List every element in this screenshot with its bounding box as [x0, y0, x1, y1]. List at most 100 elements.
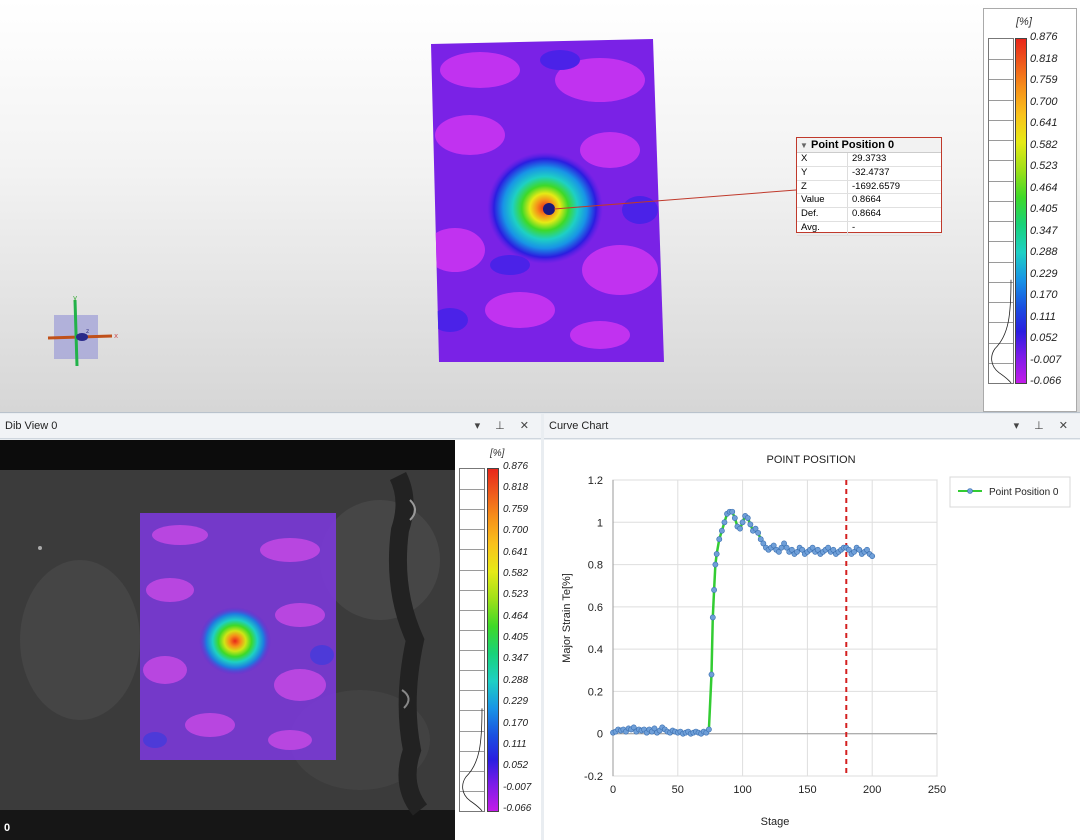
histogram-cell [460, 790, 484, 792]
series-point [770, 542, 777, 549]
color-gradient-dib [487, 468, 499, 812]
histogram-cell [460, 670, 484, 672]
y-tick-label: -0.2 [584, 771, 603, 783]
series-point [651, 725, 658, 732]
histogram-cell [989, 302, 1013, 304]
scale-tick-label: 0.464 [503, 610, 529, 622]
scale-tick-label: 0.759 [503, 503, 529, 515]
dib-view-title: Dib View 0 [5, 420, 58, 432]
collapse-arrow-icon[interactable]: ▼ [800, 141, 808, 150]
scale-tick-label: 0.405 [1030, 203, 1058, 215]
series-point [799, 546, 806, 553]
dib-image [0, 440, 541, 816]
scale-tick-label: -0.066 [503, 803, 532, 814]
curve-chart-controls[interactable]: ▾ ⊥ ✕ [1013, 420, 1074, 432]
curve-chart[interactable]: POINT POSITION 0 50 100 150 200 250 1.2 1 0.8 0.6… [544, 440, 1080, 840]
scale-tick-label: 0.288 [1030, 246, 1058, 258]
point-position-header[interactable]: ▼ Point Position 0 [797, 138, 941, 153]
point-position-value: 29.3733 [852, 153, 887, 164]
chart-grid [612, 479, 938, 777]
histogram-cell [989, 59, 1013, 61]
scale-tick-label: 0.759 [1030, 74, 1058, 86]
series-point [721, 519, 728, 526]
y-tick-label: 0.2 [588, 686, 603, 698]
histogram-cell [989, 241, 1013, 243]
scale-tick-label: 0.582 [503, 567, 529, 579]
histogram-cell [460, 549, 484, 551]
scale-tick-label: 0.052 [503, 760, 529, 772]
histogram-cell [989, 200, 1013, 202]
series-point [713, 551, 720, 557]
histogram-cell [460, 629, 484, 631]
point-position-value: -1692.6579 [852, 180, 901, 192]
y-tick-label: 1 [597, 517, 603, 529]
scale-tick-label: 0.170 [503, 717, 529, 729]
point-position-value: 0.8664 [852, 208, 882, 220]
series-point [712, 561, 719, 568]
axis-x-label: x [114, 332, 118, 340]
point-position-value: -32.4737 [852, 166, 890, 178]
histogram-dib [459, 468, 485, 812]
scale-tick-label: 0.288 [503, 674, 529, 686]
y-tick-label: 0.8 [588, 560, 603, 572]
scale-tick-label: 0.641 [1030, 117, 1058, 129]
series-point [783, 544, 790, 551]
point-position-key: Y [797, 166, 848, 180]
series-point [845, 546, 852, 553]
histogram-cell [989, 261, 1013, 263]
histogram-cell [989, 322, 1013, 324]
x-axis-label: Stage [761, 816, 790, 828]
series-point [739, 519, 746, 526]
scale-tick-label: 0.641 [503, 546, 529, 558]
curve-chart-header[interactable]: Curve Chart ▾ ⊥ ✕ [544, 414, 1080, 439]
histogram-cell [460, 690, 484, 692]
series-point [706, 726, 712, 733]
dib-view-controls[interactable]: ▾ ⊥ ✕ [474, 420, 535, 432]
scale-tick-label: -0.007 [1030, 353, 1062, 366]
point-position-box[interactable]: ▼ Point Position 0 X 29.3733 Y -32.4737 Z -16… [796, 137, 942, 236]
series-point [794, 548, 800, 555]
x-tick-label: 150 [798, 784, 816, 796]
series-point [869, 553, 876, 560]
x-tick-label: 100 [733, 784, 751, 796]
scale-tick-label: 0.700 [503, 525, 529, 537]
point-position-value: - [852, 221, 856, 233]
point-position-key: X [797, 153, 848, 166]
point-position-key: Z [797, 180, 848, 194]
scale-tick-label: 0.347 [1030, 224, 1058, 237]
scale-tick-label: 0.052 [1030, 332, 1058, 344]
point-position-row: Value 0.8664 [797, 194, 941, 209]
series-point [788, 546, 795, 553]
dib-view[interactable]: 0 [%] 0.876 0.818 0.759 0.700 0.641 0.582 0.52… [0, 440, 541, 840]
series-point [825, 544, 832, 551]
series-point [755, 529, 762, 536]
3d-view[interactable]: y x z ▼ Point Position 0 X 29.3733 Y -32.47… [0, 0, 1080, 413]
histogram-cell [460, 569, 484, 571]
chart-svg[interactable]: POINT POSITION 0 50 100 150 200 250 1.2 1 0.8 0.6… [544, 440, 1080, 840]
histogram-curve [462, 708, 483, 811]
series-point [851, 548, 857, 555]
histogram-cell [460, 710, 484, 712]
series-point [809, 544, 816, 551]
scale-tick-label: 0.111 [1030, 310, 1056, 323]
histogram-cell [460, 770, 484, 772]
axis-y-label: y [73, 294, 77, 302]
histogram-cell [460, 509, 484, 511]
frame-number: 0 [4, 822, 11, 834]
point-position-table: X 29.3733 Y -32.4737 Z -1692.6579 Value 0.8664 D… [797, 153, 941, 236]
series-point [775, 548, 782, 555]
series-point [708, 671, 715, 678]
histogram-cell [989, 180, 1013, 182]
chart-legend[interactable]: Point Position 0 [949, 476, 1071, 508]
scale-tick-label: 0.405 [503, 632, 529, 643]
histogram-cell [460, 750, 484, 752]
dib-view-header[interactable]: Dib View 0 ▾ ⊥ ✕ [0, 414, 541, 439]
scale-tick-label: 0.347 [503, 653, 529, 665]
series-point [814, 546, 821, 553]
x-tick-label: 250 [928, 784, 946, 796]
scale-tick-label: -0.007 [503, 781, 532, 793]
histogram-cell [989, 119, 1013, 121]
scale-tick-label: -0.066 [1030, 375, 1062, 387]
chart-title: POINT POSITION [766, 454, 855, 466]
histogram-cell [989, 221, 1013, 223]
